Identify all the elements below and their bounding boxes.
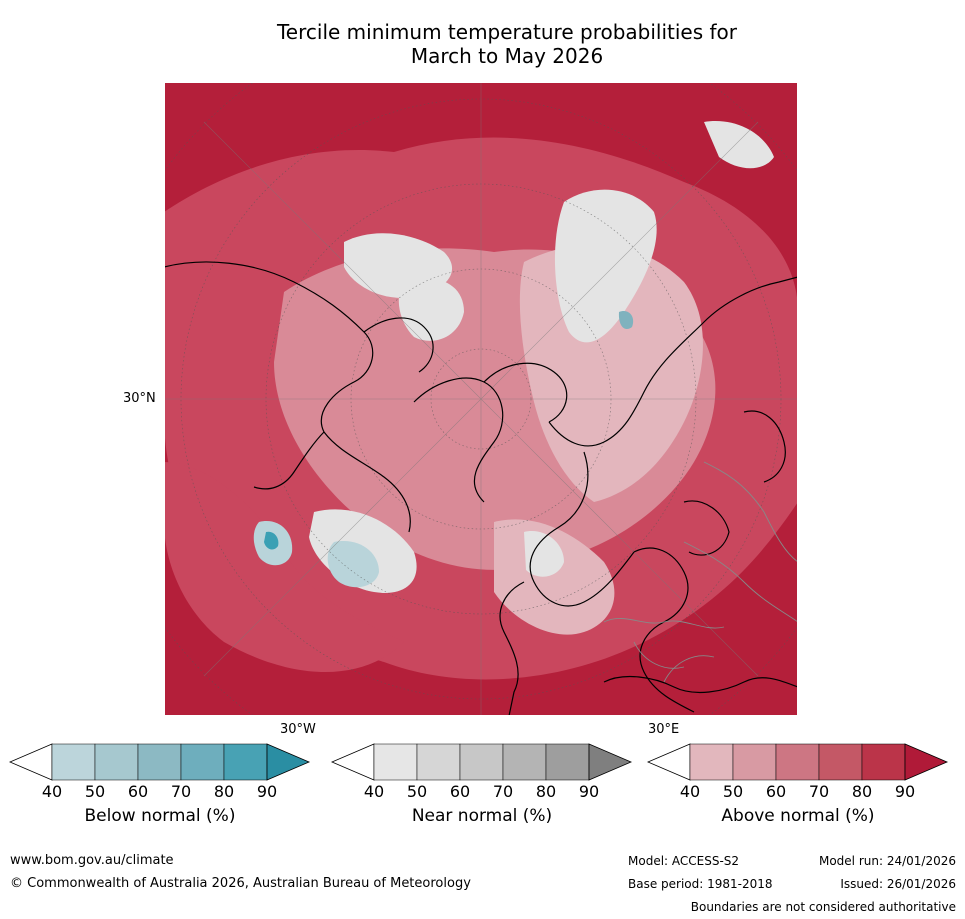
- region-above-pale-europe: [494, 519, 615, 635]
- lon-label-30w: 30°W: [280, 722, 316, 737]
- colorbar-above-tick: 80: [851, 782, 873, 801]
- footer-model: Model: ACCESS-S2: [628, 854, 740, 868]
- colorbar-near-normal: 40 50 60 70 80 90 Near normal (%): [330, 743, 633, 826]
- colorbar-near-swatch: [502, 743, 547, 781]
- colorbar-above-ticks: 40 50 60 70 80 90: [648, 780, 948, 801]
- colorbar-near-swatch: [545, 743, 590, 781]
- colorbar-above-swatch: [689, 743, 734, 781]
- colorbar-above-tick: 40: [679, 782, 701, 801]
- region-below-normal-pacific-core: [264, 531, 279, 550]
- colorbar-near-tick: 50: [406, 782, 428, 801]
- lat-label-30n: 30°N: [123, 391, 156, 406]
- colorbar-below-swatch: [94, 743, 139, 781]
- colorbar-above-max-triangle: [904, 743, 949, 781]
- colorbar-near-ticks: 40 50 60 70 80 90: [332, 780, 632, 801]
- region-near-normal-siberia: [554, 189, 657, 343]
- colorbar-above-swatches: [646, 743, 949, 781]
- footer-copyright: © Commonwealth of Australia 2026, Austra…: [10, 876, 471, 891]
- colorbar-below-ticks: 40 50 60 70 80 90: [10, 780, 310, 801]
- colorbar-above-tick: 70: [808, 782, 830, 801]
- region-near-normal-scandinavia: [524, 531, 564, 577]
- colorbar-above-swatch: [818, 743, 863, 781]
- colorbar-below-tick: 70: [170, 782, 192, 801]
- colorbar-above-swatch: [775, 743, 820, 781]
- region-near-normal-canada: [398, 278, 464, 341]
- footer-base-period: Base period: 1981-2018: [628, 877, 773, 891]
- colorbar-above-swatch: [861, 743, 906, 781]
- colorbar-below-min-triangle: [8, 743, 53, 781]
- colorbar-near-swatch: [416, 743, 461, 781]
- region-above-mid-west: [164, 462, 404, 672]
- colorbar-near-tick: 60: [449, 782, 471, 801]
- lon-label-30e: 30°E: [648, 722, 680, 737]
- meridians: [164, 82, 798, 716]
- colorbar-below-swatch: [180, 743, 225, 781]
- colorbar-below-normal: 40 50 60 70 80 90 Below normal (%): [8, 743, 311, 826]
- colorbar-near-swatch: [459, 743, 504, 781]
- colorbar-below-swatch: [223, 743, 268, 781]
- colorbar-near-tick: 70: [492, 782, 514, 801]
- region-near-normal-northeast: [704, 121, 774, 169]
- borders: [603, 461, 798, 683]
- colorbar-below-tick: 60: [127, 782, 149, 801]
- footer-model-run: Model run: 24/01/2026: [818, 854, 956, 868]
- colorbar-below-tick: 80: [213, 782, 235, 801]
- colorbar-above-tick: 50: [722, 782, 744, 801]
- colorbar-above-min-triangle: [646, 743, 691, 781]
- region-below-normal-siberia: [618, 311, 634, 330]
- colorbar-near-label: Near normal (%): [411, 806, 553, 826]
- colorbar-near-tick: 80: [535, 782, 557, 801]
- colorbar-below-max-triangle: [266, 743, 311, 781]
- colorbar-near-min-triangle: [330, 743, 375, 781]
- colorbar-near-max-triangle: [588, 743, 633, 781]
- colorbar-below-tick: 50: [84, 782, 106, 801]
- colorbar-near-swatch: [373, 743, 418, 781]
- colorbar-below-tick: 40: [41, 782, 63, 801]
- map-title: Tercile minimum temperature probabilitie…: [160, 20, 854, 68]
- colorbar-above-normal: 40 50 60 70 80 90 Above normal (%): [646, 743, 949, 826]
- colorbar-near-tick: 40: [363, 782, 385, 801]
- map-canvas: [164, 82, 798, 716]
- title-line-1: Tercile minimum temperature probabilitie…: [276, 20, 738, 44]
- colorbar-below-swatch: [51, 743, 96, 781]
- footer-website: www.bom.gov.au/climate: [10, 853, 174, 868]
- colorbar-above-label: Above normal (%): [721, 806, 875, 826]
- footer-disclaimer: Boundaries are not considered authoritat…: [690, 900, 956, 914]
- colorbar-above-swatch: [732, 743, 777, 781]
- title-line-2: March to May 2026: [410, 44, 604, 68]
- colorbar-below-label: Below normal (%): [84, 806, 236, 826]
- probability-map: [164, 82, 798, 716]
- colorbar-below-swatches: [8, 743, 311, 781]
- footer-issued: Issued: 26/01/2026: [840, 877, 956, 891]
- colorbar-below-swatch: [137, 743, 182, 781]
- colorbar-below-tick: 90: [256, 782, 278, 801]
- colorbar-above-tick: 60: [765, 782, 787, 801]
- region-below-normal-pacific-east: [327, 541, 379, 588]
- colorbar-above-tick: 90: [894, 782, 916, 801]
- colorbar-near-swatches: [330, 743, 633, 781]
- colorbar-near-tick: 90: [578, 782, 600, 801]
